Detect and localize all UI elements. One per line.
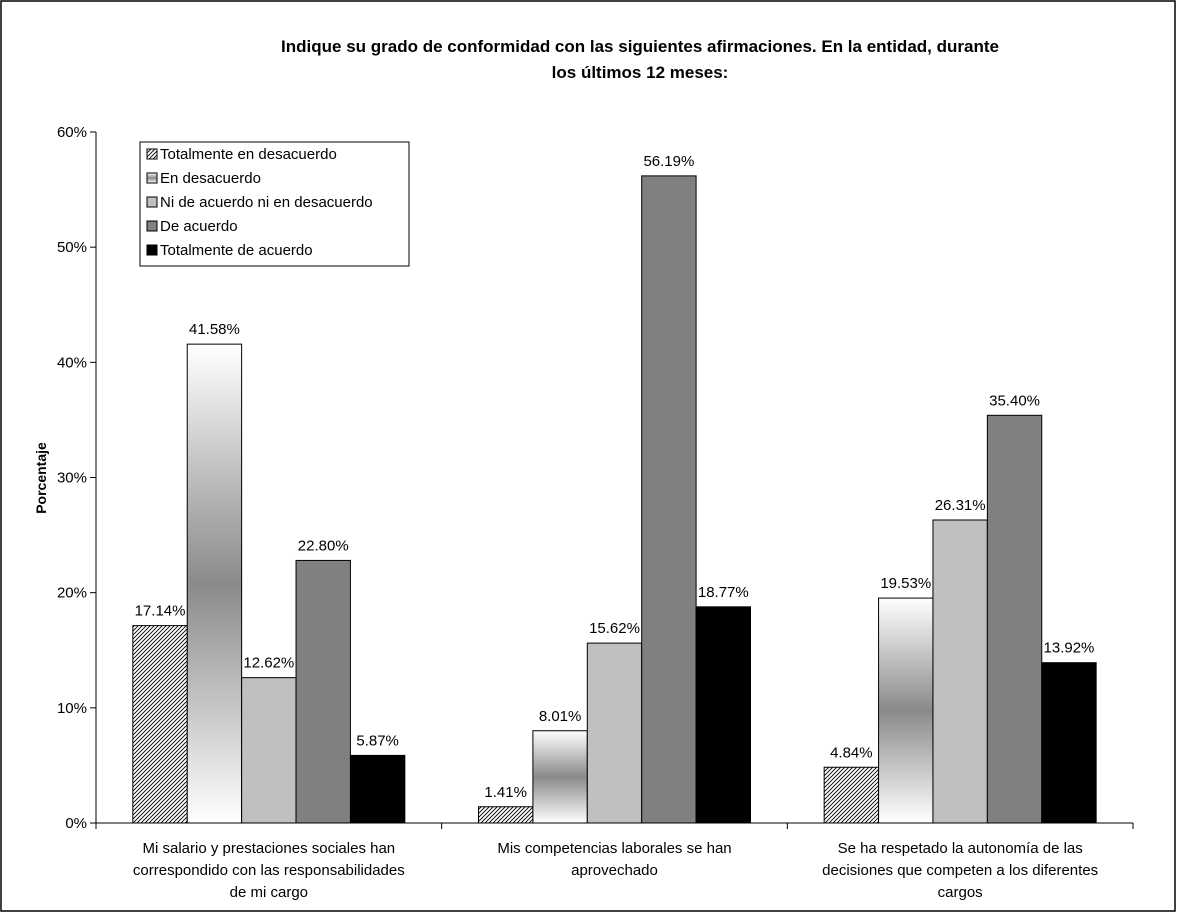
bar-value-label: 5.87%: [356, 732, 399, 749]
bar: [586, 642, 643, 824]
legend-swatch: [146, 244, 158, 256]
bar-value-label: 22.80%: [298, 537, 349, 554]
y-tick-label: 0%: [65, 815, 87, 832]
bar-value-label: 41.58%: [189, 321, 240, 338]
x-category-label: Mis competencias laborales se han: [497, 840, 731, 857]
bar: [986, 414, 1043, 824]
bar: [186, 343, 243, 824]
x-category-label: cargos: [938, 884, 983, 901]
legend-label: Ni de acuerdo ni en desacuerdo: [160, 194, 373, 211]
bar-value-label: 8.01%: [539, 708, 582, 725]
y-tick-label: 20%: [57, 585, 87, 602]
chart-title-line1: Indique su grado de conformidad con las …: [281, 37, 999, 56]
bar-value-label: 15.62%: [589, 620, 640, 637]
bar: [932, 519, 988, 824]
legend-swatch: [146, 196, 158, 208]
bars-group: [132, 175, 1097, 824]
bar-value-label: 1.41%: [484, 784, 527, 801]
x-axis: Mi salario y prestaciones sociales han co…: [95, 822, 1134, 901]
bar: [478, 806, 534, 824]
bar-value-label: 12.62%: [243, 655, 294, 672]
bar: [1041, 662, 1097, 824]
bar-value-label: 56.19%: [643, 153, 694, 170]
bar: [532, 730, 588, 824]
bar: [295, 559, 351, 824]
bar: [695, 606, 751, 824]
legend-swatch: [146, 148, 158, 160]
bar-labels-group: 17.14% 1.41% 4.84% 41.58% 8.01% 19.53% 12.62% 1…: [135, 153, 1095, 801]
legend-label: En desacuerdo: [160, 170, 261, 187]
y-axis: 0% 10% 20% 30% 40% 50% 60%: [57, 124, 97, 832]
bar-value-label: 4.84%: [830, 744, 873, 761]
legend-swatch: [146, 220, 158, 232]
bar-value-label: 35.40%: [989, 392, 1040, 409]
legend-label: De acuerdo: [160, 218, 238, 235]
bar-value-label: 17.14%: [135, 603, 186, 620]
y-tick-label: 40%: [57, 354, 87, 371]
x-category-label: Se ha respetado la autonomía de las: [838, 840, 1083, 857]
legend: Totalmente en desacuerdo En desacuerdo Ni …: [139, 141, 410, 267]
legend-swatch: [146, 172, 158, 184]
bar: [823, 766, 880, 824]
bar: [349, 754, 406, 824]
bar-value-label: 19.53%: [880, 575, 931, 592]
y-tick-label: 50%: [57, 239, 87, 256]
bar-value-label: 13.92%: [1044, 640, 1095, 657]
chart-title-line2: los últimos 12 meses:: [552, 63, 729, 82]
y-tick-label: 10%: [57, 700, 87, 717]
bar: [641, 175, 697, 824]
y-axis-label: Porcentaje: [33, 442, 49, 514]
x-category-label: aprovechado: [571, 862, 658, 879]
bar: [241, 677, 297, 824]
bar-value-label: 18.77%: [698, 584, 749, 601]
legend-box: [139, 141, 410, 267]
x-category-label: de mi cargo: [230, 884, 308, 901]
y-tick-label: 30%: [57, 470, 87, 487]
y-tick-label: 60%: [57, 124, 87, 141]
x-category-label: correspondido con las responsabilidades: [133, 862, 405, 879]
bar: [132, 625, 188, 824]
x-category-label: decisiones que competen a los diferentes: [822, 862, 1098, 879]
legend-label: Totalmente en desacuerdo: [160, 146, 337, 163]
legend-label: Totalmente de acuerdo: [160, 242, 313, 259]
x-category-label: Mi salario y prestaciones sociales han: [143, 840, 396, 857]
bar: [878, 597, 934, 824]
bar-value-label: 26.31%: [935, 497, 986, 514]
